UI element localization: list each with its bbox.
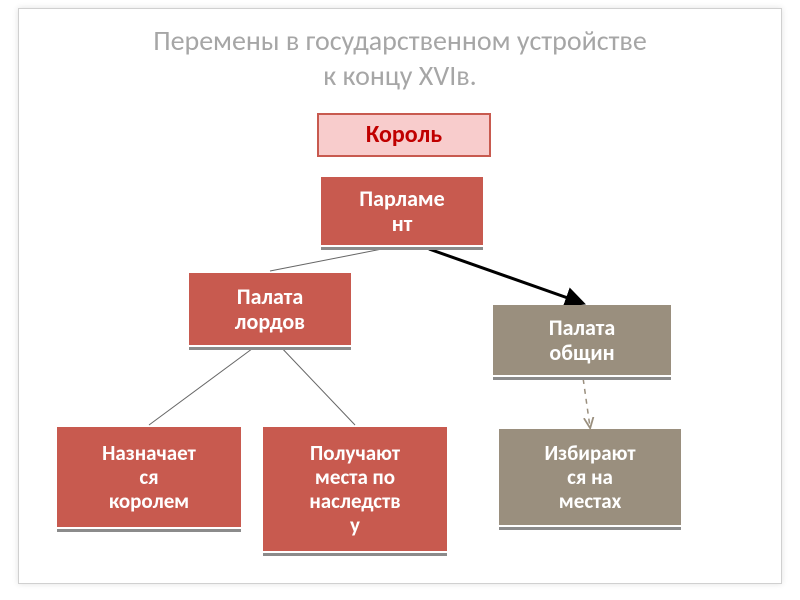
node-label-line: Палата bbox=[237, 283, 304, 310]
edge-parliament-commons bbox=[429, 249, 582, 303]
edge-commons-elected bbox=[583, 379, 590, 427]
edge-lords-inherit bbox=[283, 349, 355, 425]
node-label-line: у bbox=[350, 512, 360, 538]
node-label-line: Палата bbox=[549, 314, 616, 341]
node-underline bbox=[499, 527, 681, 530]
node-label-line: ся bbox=[139, 464, 158, 490]
node-label-line: местах bbox=[559, 488, 621, 514]
node-parliament: Парламент bbox=[321, 177, 483, 245]
node-label-line: нт bbox=[392, 210, 413, 237]
node-label-line: лордов bbox=[235, 308, 305, 335]
node-label-line: места по bbox=[315, 464, 395, 490]
node-label-line: королем bbox=[109, 488, 189, 514]
node-label-line: Получают bbox=[310, 440, 400, 466]
node-lords: Палаталордов bbox=[189, 273, 351, 345]
node-underline bbox=[493, 377, 671, 380]
node-underline bbox=[189, 347, 351, 350]
node-label-line: Назначает bbox=[102, 440, 196, 466]
node-elected: Избираются наместах bbox=[499, 429, 681, 525]
node-underline bbox=[321, 247, 483, 250]
node-king: Король bbox=[317, 113, 491, 157]
slide-frame: Перемены в государственном устройстве к … bbox=[18, 8, 782, 584]
edge-lords-appointed bbox=[149, 349, 252, 425]
node-underline bbox=[263, 553, 447, 556]
node-label-line: общин bbox=[549, 339, 614, 366]
node-label-line: Парламе bbox=[359, 185, 444, 212]
slide-title: Перемены в государственном устройстве к … bbox=[19, 23, 781, 93]
title-line2: к концу XVIв. bbox=[323, 58, 477, 93]
node-underline bbox=[57, 529, 241, 532]
node-label-line: наследств bbox=[309, 488, 400, 514]
node-appointed: Назначаетсякоролем bbox=[57, 427, 241, 527]
node-label-line: Король bbox=[366, 120, 442, 149]
node-commons: Палатаобщин bbox=[493, 305, 671, 375]
node-label-line: ся на bbox=[567, 464, 613, 490]
edge-parliament-lords bbox=[270, 249, 382, 271]
node-inherit: Получаютместа понаследству bbox=[263, 427, 447, 551]
title-line1: Перемены в государственном устройстве bbox=[153, 23, 647, 58]
node-label-line: Избирают bbox=[544, 440, 635, 466]
